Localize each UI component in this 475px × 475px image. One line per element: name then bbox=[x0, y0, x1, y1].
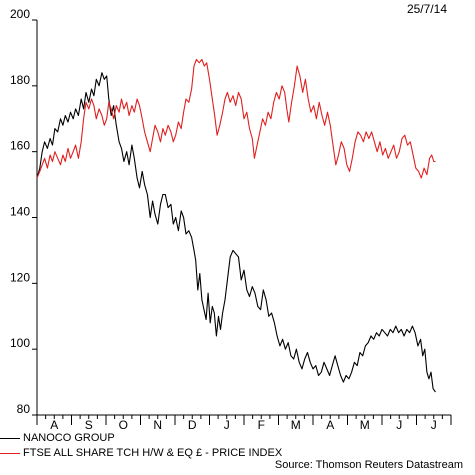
y-tick-label: 160 bbox=[10, 139, 30, 153]
x-tick-label: S bbox=[85, 418, 93, 432]
legend-label-ftse: FTSE ALL SHARE TCH H/W & EQ £ - PRICE IN… bbox=[23, 447, 283, 459]
x-tick-label: N bbox=[153, 418, 162, 432]
y-ticks: 80 100 120 140 160 180 200 bbox=[10, 7, 37, 416]
legend-swatch-nanoco bbox=[0, 437, 20, 439]
y-tick-label: 180 bbox=[10, 73, 30, 87]
x-tick-label: O bbox=[119, 418, 128, 432]
series-line-ftse bbox=[36, 58, 436, 179]
y-tick-label: 80 bbox=[17, 402, 31, 416]
y-tick-label: 120 bbox=[10, 270, 30, 284]
x-tick-label: M bbox=[360, 418, 370, 432]
x-tick-label: A bbox=[50, 418, 58, 432]
axes: 80 100 120 140 160 180 200 A S O N D J F M A M J J bbox=[10, 7, 452, 432]
legend-label-nanoco: NANOCO GROUP bbox=[23, 432, 115, 444]
series-line-nanoco bbox=[36, 72, 436, 393]
source-note: Source: Thomson Reuters Datastream bbox=[274, 459, 463, 471]
legend-swatch-ftse bbox=[0, 452, 20, 454]
series-group bbox=[36, 58, 436, 393]
x-tick-label: A bbox=[326, 418, 334, 432]
y-tick-label: 200 bbox=[10, 7, 30, 21]
x-tick-label: J bbox=[396, 418, 402, 432]
x-tick-label: J bbox=[431, 418, 437, 432]
legend-item-nanoco: NANOCO GROUP bbox=[0, 432, 115, 444]
x-tick-label: D bbox=[188, 418, 197, 432]
x-tick-label: M bbox=[291, 418, 301, 432]
date-stamp: 25/7/14 bbox=[406, 2, 447, 16]
legend-item-ftse: FTSE ALL SHARE TCH H/W & EQ £ - PRICE IN… bbox=[0, 447, 282, 459]
y-tick-label: 140 bbox=[10, 205, 30, 219]
y-tick-label: 100 bbox=[10, 336, 30, 350]
x-tick-label: J bbox=[224, 418, 230, 432]
x-tick-label: F bbox=[258, 418, 265, 432]
